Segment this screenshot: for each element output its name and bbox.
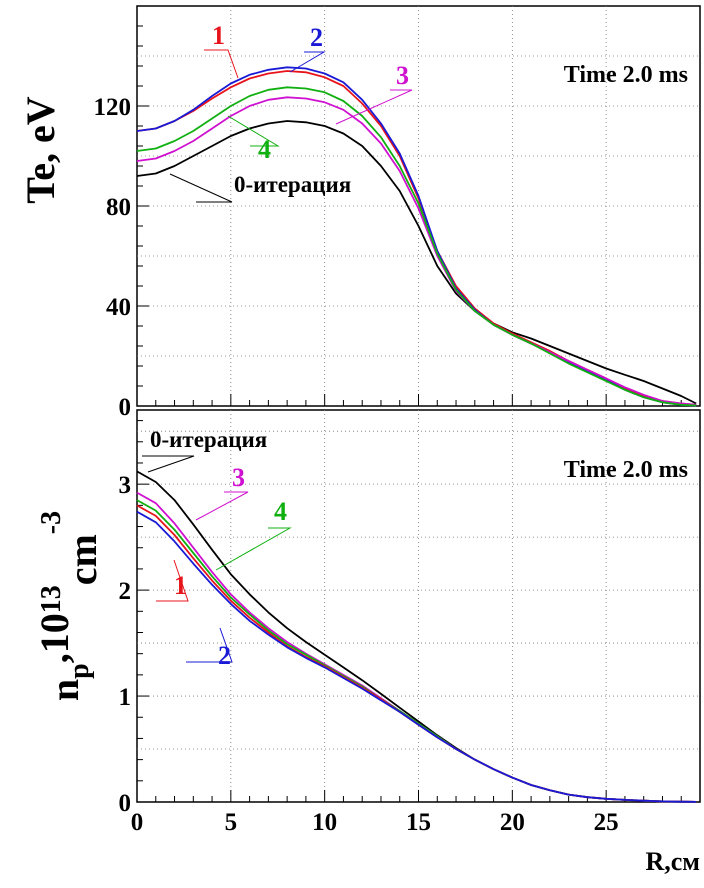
y-axis-title: Te, eV (18, 96, 63, 204)
y-axis-title-part: ,10 (32, 613, 77, 663)
y-tick-label: 0 (119, 790, 132, 817)
series-line (136, 86, 697, 407)
curve-label-leader (195, 491, 249, 521)
y-axis-title-part: cm (60, 534, 105, 585)
y-tick-label: 80 (106, 194, 131, 221)
curve-label: 0-итерация (150, 427, 267, 452)
y-tick-label: 120 (94, 94, 132, 121)
curve-label-leader (335, 89, 413, 125)
y-tick-label: 0 (119, 394, 132, 421)
y-tick-label: 3 (119, 472, 132, 499)
x-tick-label: 15 (406, 809, 431, 836)
curve-label: 1 (174, 571, 187, 600)
curve-label-leader (215, 527, 292, 571)
curve-label: 2 (310, 23, 323, 52)
series-line (136, 96, 697, 406)
y-axis-title-part: p (64, 663, 95, 679)
curve-label: 3 (232, 463, 245, 492)
x-axis-title: R,см (645, 847, 700, 876)
x-tick-label: 25 (594, 809, 619, 836)
x-tick-label: 0 (131, 809, 144, 836)
curve-label-leader (142, 455, 195, 473)
x-tick-label: 20 (500, 809, 525, 836)
curve-label: 1 (212, 21, 225, 50)
series-line (136, 120, 697, 405)
y-axis-title: np,1013cm-3 (32, 511, 105, 701)
x-tick-label: 5 (225, 809, 238, 836)
time-annotation: Time 2.0 ms (564, 62, 688, 88)
curve-label: 0-итерация (234, 172, 351, 197)
curve-label-leader (186, 627, 233, 663)
curve-label: 2 (218, 641, 231, 670)
curve-label-leader (169, 173, 233, 203)
panel-te: 0 40 80 120 Time 2.0 ms 1 2 3 4 0-итерация Te, eV (18, 5, 701, 421)
series-line (136, 510, 697, 803)
series-line (136, 66, 697, 407)
curve-label-leader (204, 49, 239, 79)
curve-label: 4 (258, 135, 271, 164)
x-tick-label: 10 (312, 809, 337, 836)
curve-label: 3 (396, 61, 409, 90)
time-annotation: Time 2.0 ms (564, 457, 688, 483)
curve-label-leader (289, 51, 326, 73)
curve-label-leader (227, 115, 280, 147)
y-axis-title-part: -3 (36, 511, 67, 534)
y-axis-title-part: n (42, 679, 87, 701)
y-tick-label: 1 (119, 684, 132, 711)
curve-label-leader (156, 559, 189, 602)
y-tick-label: 40 (106, 294, 131, 321)
y-axis-title-part: 13 (36, 585, 67, 613)
curve-label: 4 (274, 497, 287, 526)
y-tick-label: 2 (119, 578, 132, 605)
